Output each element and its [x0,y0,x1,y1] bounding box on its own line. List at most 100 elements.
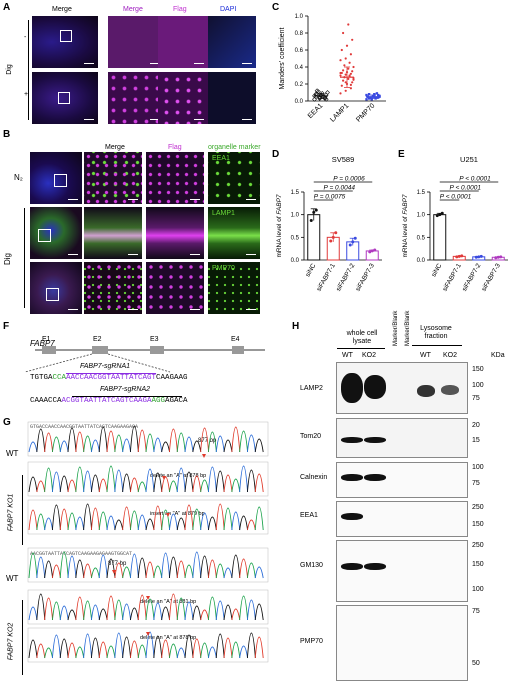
data-point [342,79,345,82]
mutation-arrow [166,513,170,517]
panel-h-group-lysosome: Lysosome fraction [420,325,452,340]
chromatogram-frame [27,461,269,497]
trace-peak [44,517,54,531]
trace-peak [246,632,256,659]
trace-peak [36,480,46,493]
trace-peak [184,436,194,453]
trace-peak [36,643,46,659]
trace-peak [44,597,54,621]
panel-d-bar-chart: SV589 0.0 0.5 1.0 1.5 mRNA level of FABP7 siNC… [276,155,382,293]
trace-peak [200,609,210,621]
trace-peak [254,506,264,531]
panel-label-a: A [3,2,11,13]
panel-h-whole-cell-bar [337,348,385,349]
trace-peak [215,503,225,531]
y-tick-label: 0.5 [291,235,300,241]
trace-peak [129,510,139,531]
trace-peak [223,637,233,659]
panel-g-del-3: delete an "A" at 878 bp [140,635,197,641]
trace-peak [98,478,108,493]
trace-peak [153,505,163,531]
panel-a-flag-zoom-pos [158,72,208,124]
zoom-box [60,30,72,42]
y-tick-label: 0.0 [417,258,426,264]
trace-peak [28,552,38,579]
trace-peak [231,478,241,493]
trace-peak [122,506,132,531]
trace-peak [67,512,77,531]
zoom-line-right [107,353,171,373]
trace-peak [106,515,116,531]
data-point [340,84,343,87]
trace-peak [83,435,93,453]
data-point [349,53,352,56]
trace-peak [67,609,77,621]
trace-peak [161,509,171,531]
trace-peak [192,440,202,453]
trace-peak [75,596,85,621]
panel-h-group-whole-cell: whole cell lysate [346,330,378,345]
trace-peak [192,605,202,621]
trace-peak [129,477,139,493]
panel-b-header-flag: Flag [168,144,182,151]
panel-b-overview-pmp70 [30,262,82,314]
data-point [343,64,346,67]
trace-peak [51,504,61,531]
y-axis-label: Manders' coefficient [279,27,286,89]
tick: 75 [472,480,480,487]
data-point [353,236,357,240]
trace-peak [200,642,210,659]
seq2-pam: AGG [151,397,166,405]
y-tick-label: 0.0 [291,258,300,264]
trace-peak [168,593,178,621]
panel-b-marker-lamp1: LAMP1 [208,207,260,259]
trace-peak [176,560,186,579]
panel-b-marker-label-lamp1: LAMP1 [212,210,235,217]
trace-peak [200,555,210,579]
seq1-post: CAAGAAG [156,374,188,382]
trace-peak [75,431,85,453]
data-point [377,93,380,97]
trace-peak [59,440,69,453]
panel-g-chromatograms [27,421,269,663]
data-point [349,87,352,90]
seq2-post: AGACA [165,397,188,405]
data-point [496,255,500,259]
trace-peak [129,607,139,621]
trace-peak [129,425,139,453]
trace-peak [106,558,116,579]
data-point [474,255,478,259]
band [364,474,386,481]
mutation-arrow [112,570,116,574]
trace-peak [83,503,93,531]
trace-peak [246,599,256,621]
trace-peak [254,603,264,621]
trace-peak [239,558,249,579]
data-point [370,98,373,101]
tick: 150 [472,366,484,373]
panel-a-merge-overview-pos [32,72,98,124]
data-point [455,255,459,259]
exon-e4 [232,346,244,354]
data-point [435,214,439,218]
trace-peak [67,555,77,579]
trace-peak [90,507,100,531]
y-axis-label: mRNA level of FABP7 [276,194,283,257]
chart-title: SV589 [332,155,355,164]
panel-g-ko2-label: FABP7 KO2 [7,622,15,661]
scale-bar [150,118,160,120]
data-point [351,81,354,84]
trace-peak [168,480,178,493]
band [341,474,363,481]
zoom-line-left [24,353,93,373]
trace-peak [161,606,171,621]
trace-peak [215,435,225,453]
scale-bar [246,308,256,310]
panel-g-ko1-bracket [22,475,23,545]
trace-peak [137,514,147,531]
trace-peak [239,430,249,453]
trace-peak [168,556,178,579]
panel-a-dapi-zoom-neg [208,16,256,68]
panel-b-header-merge: Merge [105,144,125,151]
y-tick-label: 0.4 [295,65,304,71]
